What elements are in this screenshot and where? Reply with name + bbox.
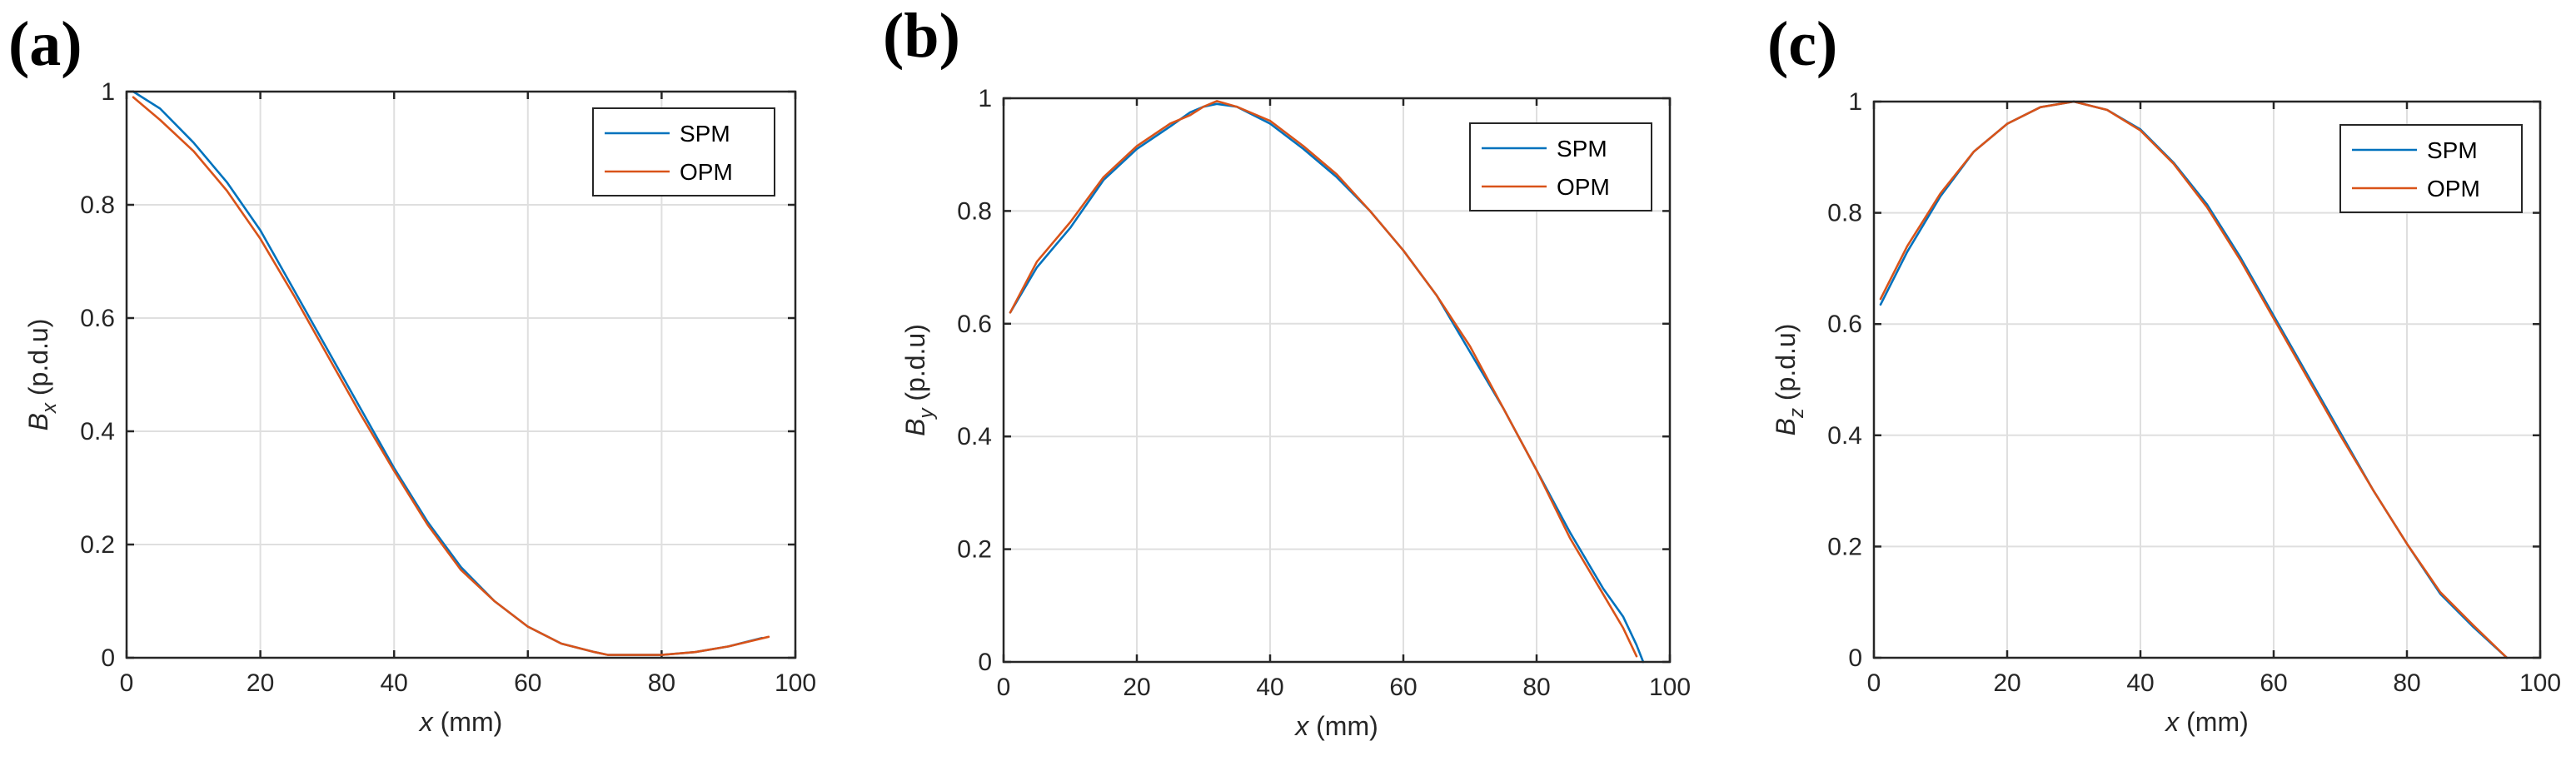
y-tick-label: 0.6: [957, 311, 992, 338]
y-tick-label: 1: [978, 85, 992, 112]
x-axis-title: x (mm): [2164, 707, 2249, 737]
x-tick-label: 20: [247, 669, 274, 697]
y-tick-label: 0.6: [80, 305, 115, 332]
y-tick-label: 0.8: [1827, 200, 1862, 227]
x-tick-label: 60: [1389, 674, 1417, 701]
y-tick-label: 0.4: [80, 418, 115, 445]
y-tick-label: 0.4: [1827, 422, 1862, 450]
legend: SPM OPM: [1469, 122, 1652, 211]
panel-label: (c): [1767, 9, 1837, 79]
legend-box: [1469, 122, 1652, 211]
x-tick-label: 20: [1123, 674, 1150, 701]
y-tick-label: 0.4: [957, 423, 992, 450]
x-tick-label: 0: [997, 674, 1011, 701]
x-axis-title: x (mm): [1293, 711, 1378, 741]
legend-box: [592, 107, 775, 196]
panel-label: (a): [8, 9, 82, 79]
x-tick-label: 60: [514, 669, 541, 697]
chart-panel-3: (c) 0 20 40 60 80 100 0 0.2 0.4 0.6 0.8 1 x (mm) Bz (p…: [1767, 9, 2561, 737]
axes-frame: [1002, 97, 1672, 664]
panel-label: (b): [883, 1, 960, 71]
x-tick-label: 0: [1867, 669, 1881, 697]
legend: SPM OPM: [2339, 124, 2523, 213]
x-tick-label: 40: [2126, 669, 2154, 697]
y-tick-label: 0: [978, 649, 992, 676]
x-tick-label: 60: [2260, 669, 2287, 697]
chart-panel-2: (b) 0 20 40 60 80 100 0 0.2 0.4 0.6 0.8 1 x (mm) By (p…: [883, 1, 1691, 741]
legend-label-spm: SPM: [2427, 137, 2478, 163]
x-tick-label: 0: [120, 669, 134, 697]
chart-panel-1: (a) 0 20 40 60 80 100 0 0.2 0.4 0.6 0.8 1 x (mm) Bx (p…: [8, 9, 816, 737]
y-tick-label: 0.8: [80, 192, 115, 219]
y-tick-label: 0.8: [957, 197, 992, 225]
axes-frame: [125, 90, 797, 659]
y-axis-title: Bx (p.d.u): [23, 319, 61, 431]
y-tick-label: 0.2: [1827, 533, 1862, 560]
y-axis-title: Bz (p.d.u): [1771, 324, 1808, 436]
legend-label-spm: SPM: [1557, 136, 1607, 162]
legend: SPM OPM: [592, 107, 775, 196]
series-line-spm: [1009, 102, 1645, 664]
y-tick-label: 0.2: [80, 531, 115, 559]
x-tick-label: 40: [1256, 674, 1283, 701]
series-line-opm: [1879, 100, 2509, 659]
x-tick-label: 100: [2519, 669, 2561, 697]
y-axis-title: By (p.d.u): [900, 324, 938, 436]
y-tick-label: 0.2: [957, 536, 992, 564]
x-tick-label: 40: [381, 669, 408, 697]
x-tick-label: 20: [1993, 669, 2020, 697]
y-tick-label: 1: [101, 78, 115, 106]
x-tick-label: 100: [1649, 674, 1691, 701]
y-tick-label: 1: [1848, 88, 1862, 116]
axes-frame: [1872, 100, 2542, 659]
y-tick-label: 0.6: [1827, 311, 1862, 338]
series-line-opm: [1009, 100, 1638, 658]
x-tick-label: 80: [1522, 674, 1550, 701]
x-axis-title: x (mm): [418, 707, 503, 737]
legend-label-spm: SPM: [680, 121, 730, 147]
legend-box: [2339, 124, 2523, 213]
x-tick-label: 100: [775, 669, 816, 697]
x-tick-label: 80: [648, 669, 675, 697]
legend-label-opm: OPM: [2427, 176, 2480, 201]
x-tick-label: 80: [2393, 669, 2420, 697]
y-tick-label: 0: [101, 644, 115, 672]
legend-label-opm: OPM: [1557, 174, 1610, 200]
legend-label-opm: OPM: [680, 159, 733, 185]
series-line-opm: [132, 96, 770, 656]
y-tick-label: 0: [1848, 644, 1862, 672]
